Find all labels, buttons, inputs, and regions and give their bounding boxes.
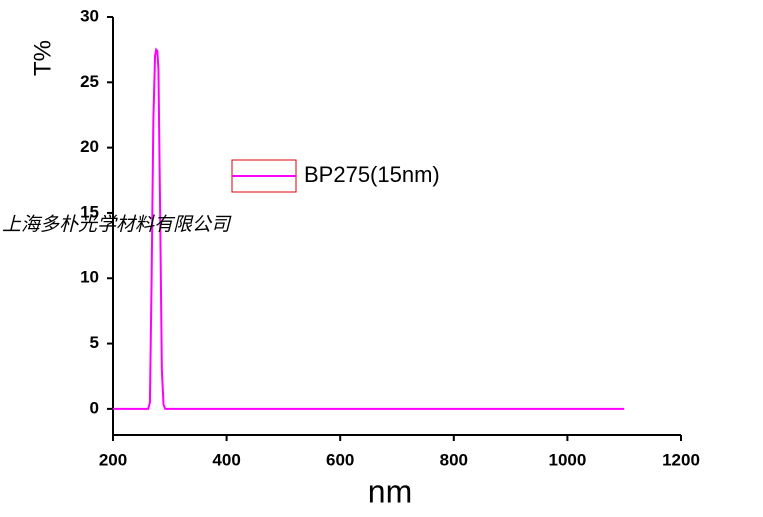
x-tick-label: 600 <box>326 450 354 469</box>
legend-label: BP275(15nm) <box>304 162 440 187</box>
x-tick-label: 200 <box>99 450 127 469</box>
x-tick-label: 1200 <box>662 450 700 469</box>
y-tick-label: 0 <box>90 398 99 417</box>
watermark: 上海多朴光学材料有限公司 <box>2 214 232 236</box>
x-tick-label: 800 <box>440 450 468 469</box>
y-tick-label: 10 <box>80 268 99 287</box>
x-tick-label: 400 <box>212 450 240 469</box>
y-tick-label: 30 <box>80 6 99 25</box>
y-axis-label: T% <box>29 40 56 76</box>
y-tick-label: 15 <box>80 202 99 221</box>
y-tick-label: 5 <box>90 333 99 352</box>
data-line <box>113 47 625 410</box>
y-tick-label: 25 <box>80 72 99 91</box>
y-tick-label: 20 <box>80 137 99 156</box>
x-tick-label: 1000 <box>548 450 586 469</box>
x-axis-label: nm <box>368 473 412 509</box>
